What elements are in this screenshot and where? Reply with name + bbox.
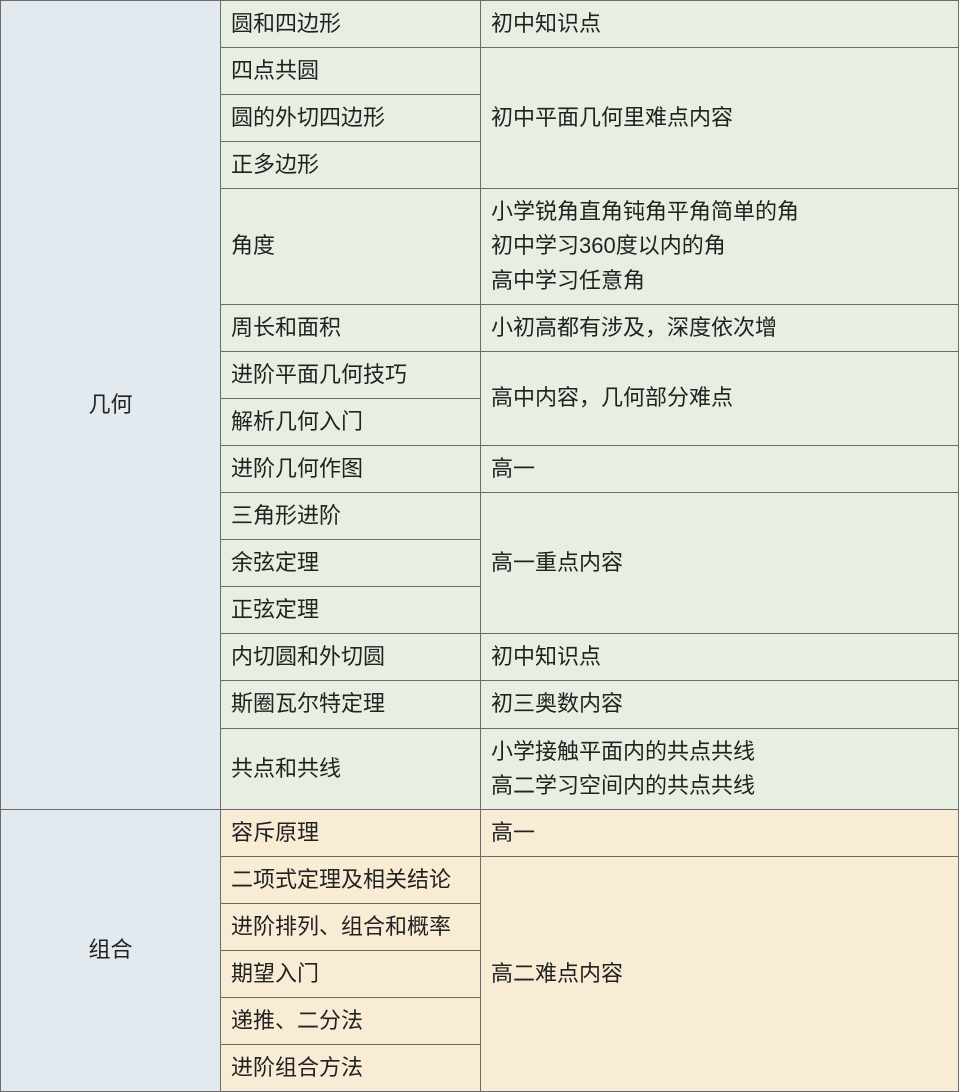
topic-cell: 周长和面积 <box>221 304 481 351</box>
description-cell: 高一重点内容 <box>481 493 959 634</box>
topic-cell: 进阶排列、组合和概率 <box>221 903 481 950</box>
curriculum-table: 几何圆和四边形初中知识点四点共圆初中平面几何里难点内容圆的外切四边形正多边形角度… <box>0 0 959 1092</box>
topic-cell: 圆的外切四边形 <box>221 95 481 142</box>
table-row: 组合容斥原理高一 <box>1 809 959 856</box>
curriculum-table-container: 几何圆和四边形初中知识点四点共圆初中平面几何里难点内容圆的外切四边形正多边形角度… <box>0 0 959 1092</box>
topic-cell: 进阶组合方法 <box>221 1045 481 1092</box>
description-cell: 高中内容，几何部分难点 <box>481 351 959 445</box>
topic-cell: 三角形进阶 <box>221 493 481 540</box>
topic-cell: 期望入门 <box>221 950 481 997</box>
topic-cell: 二项式定理及相关结论 <box>221 856 481 903</box>
topic-cell: 递推、二分法 <box>221 998 481 1045</box>
description-cell: 初三奥数内容 <box>481 681 959 728</box>
description-cell: 高一 <box>481 809 959 856</box>
topic-cell: 进阶平面几何技巧 <box>221 351 481 398</box>
category-cell: 组合 <box>1 809 221 1092</box>
table-row: 几何圆和四边形初中知识点 <box>1 1 959 48</box>
topic-cell: 进阶几何作图 <box>221 445 481 492</box>
topic-cell: 角度 <box>221 189 481 304</box>
description-cell: 小初高都有涉及，深度依次增 <box>481 304 959 351</box>
description-cell: 小学接触平面内的共点共线 高二学习空间内的共点共线 <box>481 728 959 809</box>
description-cell: 小学锐角直角钝角平角简单的角 初中学习360度以内的角 高中学习任意角 <box>481 189 959 304</box>
description-cell: 初中知识点 <box>481 634 959 681</box>
topic-cell: 余弦定理 <box>221 540 481 587</box>
topic-cell: 内切圆和外切圆 <box>221 634 481 681</box>
topic-cell: 正多边形 <box>221 142 481 189</box>
topic-cell: 解析几何入门 <box>221 398 481 445</box>
description-cell: 高一 <box>481 445 959 492</box>
topic-cell: 正弦定理 <box>221 587 481 634</box>
description-cell: 高二难点内容 <box>481 856 959 1091</box>
topic-cell: 共点和共线 <box>221 728 481 809</box>
topic-cell: 四点共圆 <box>221 48 481 95</box>
topic-cell: 圆和四边形 <box>221 1 481 48</box>
category-cell: 几何 <box>1 1 221 810</box>
topic-cell: 容斥原理 <box>221 809 481 856</box>
topic-cell: 斯圈瓦尔特定理 <box>221 681 481 728</box>
description-cell: 初中知识点 <box>481 1 959 48</box>
description-cell: 初中平面几何里难点内容 <box>481 48 959 189</box>
